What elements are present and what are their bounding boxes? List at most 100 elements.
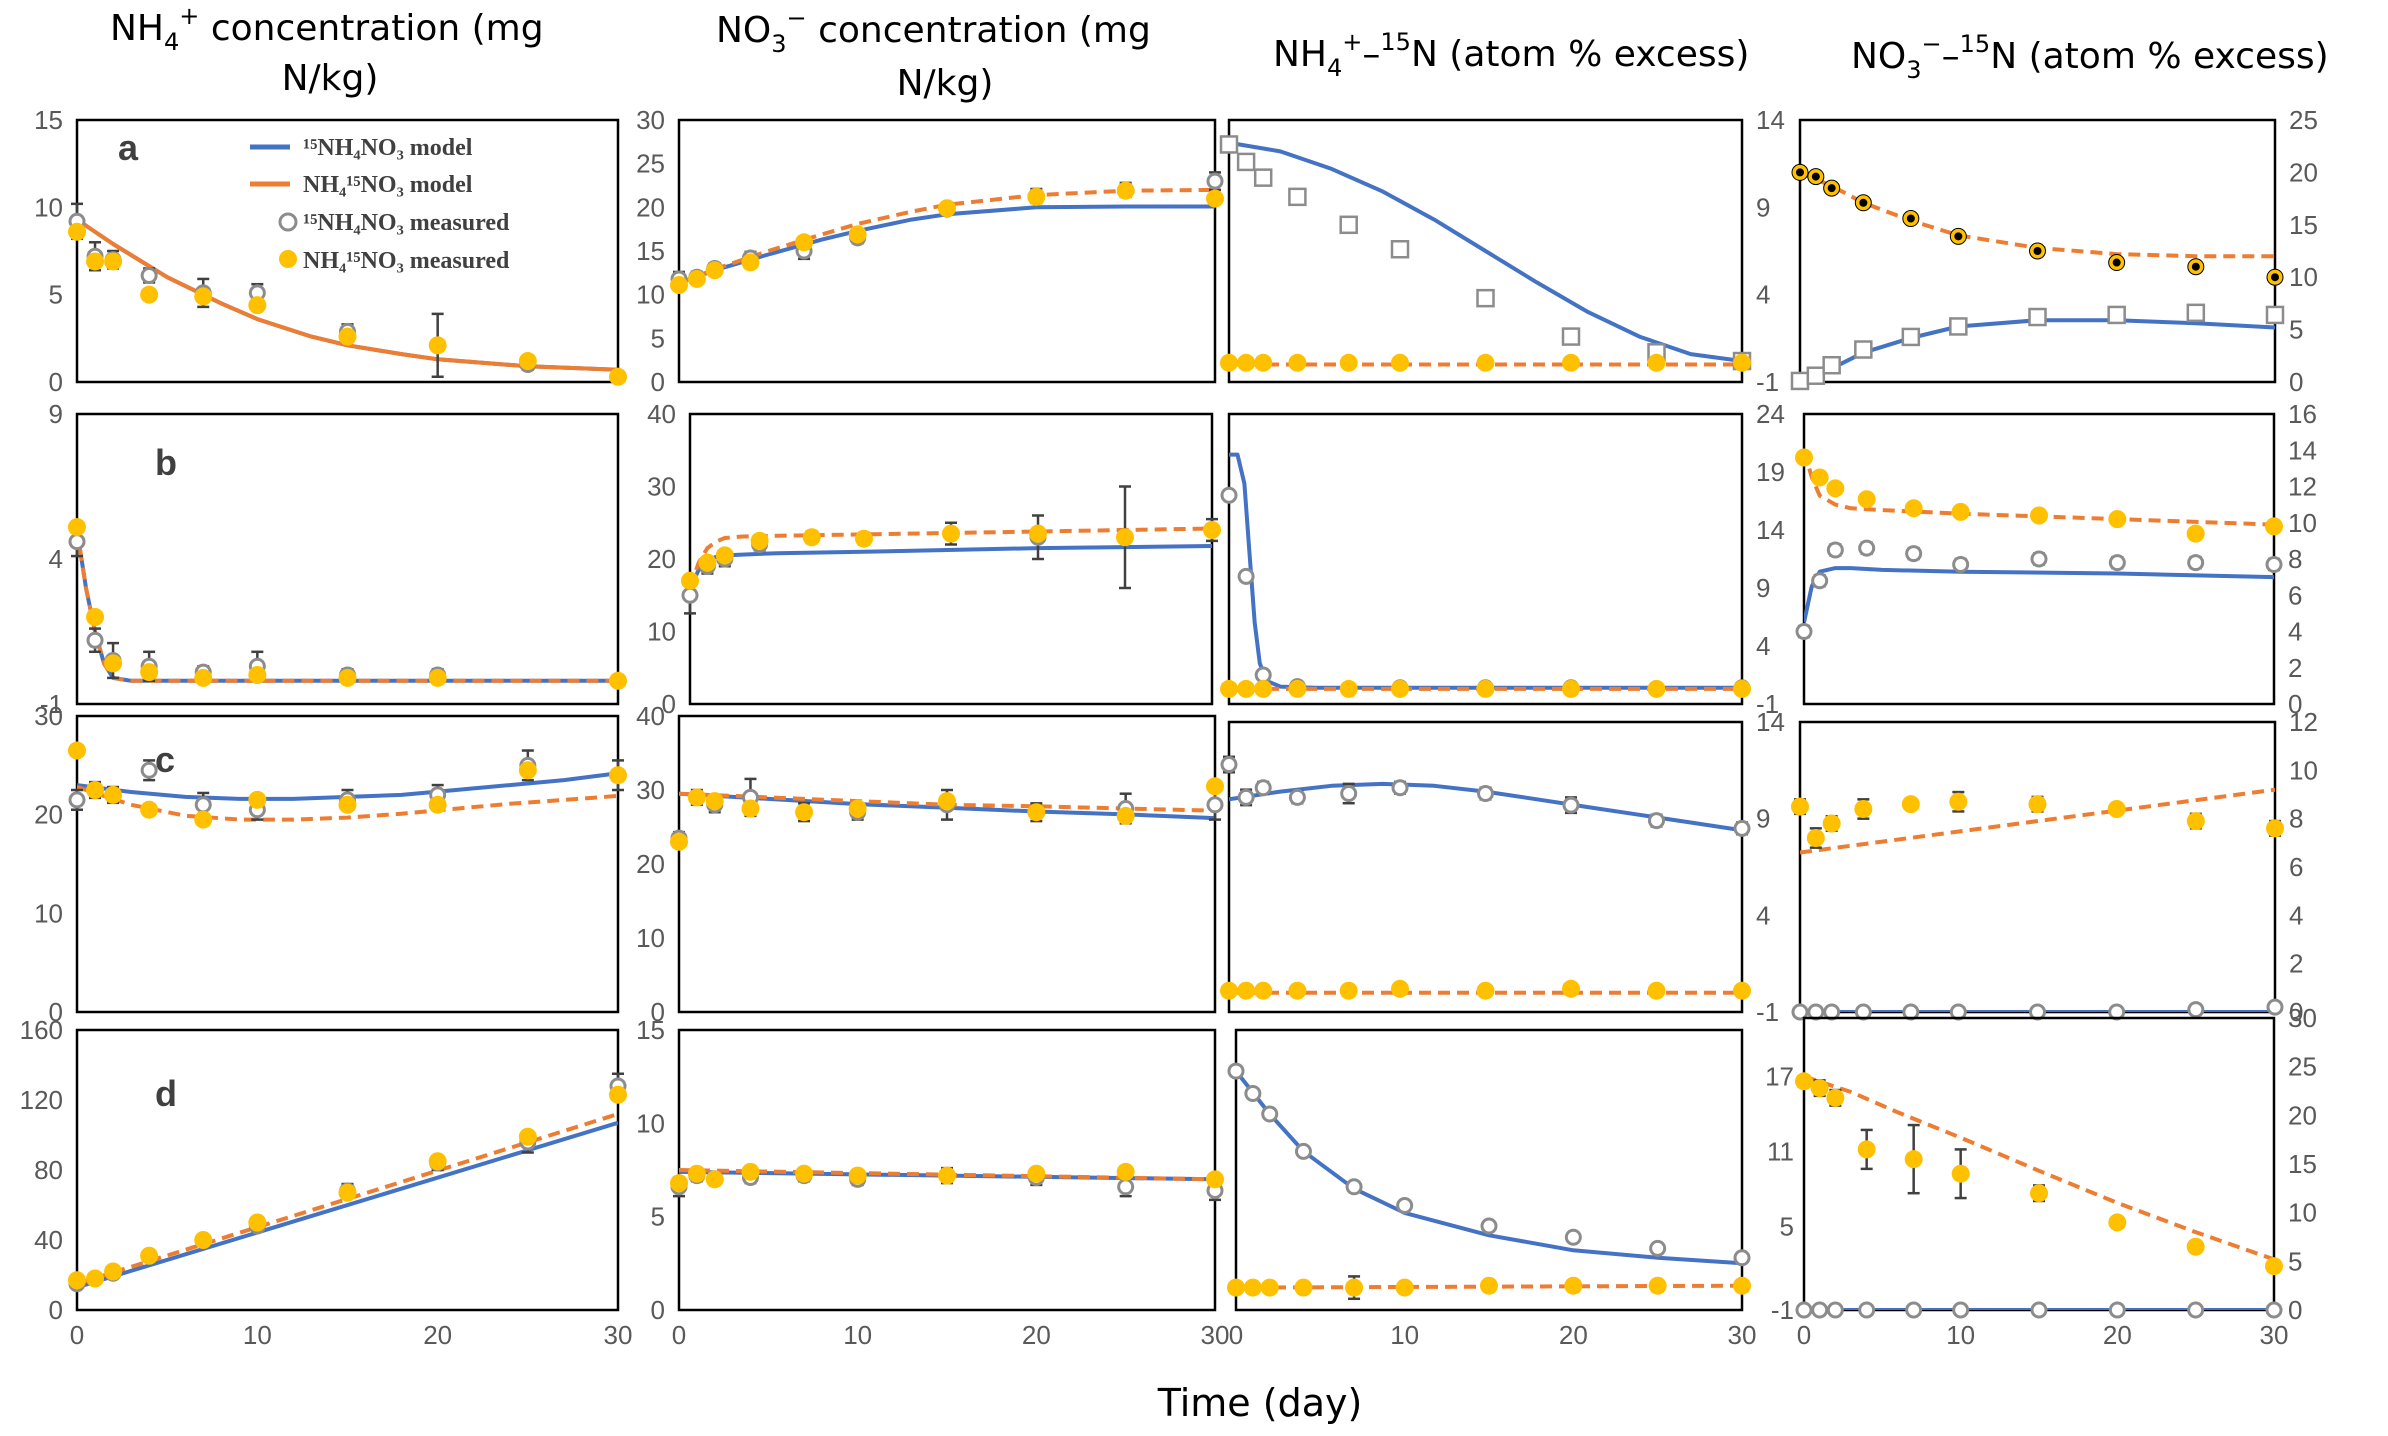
point-15no3-measured (1647, 353, 1666, 372)
point-15nh4-measured (681, 586, 699, 604)
point-15no3-measured (1562, 979, 1580, 998)
point-15nh4-measured (2187, 554, 2205, 572)
y-tick-label: 30 (636, 775, 665, 805)
point-15no3-measured (1288, 981, 1307, 1000)
point-15no3-measured (1476, 679, 1495, 698)
point-15no3-measured (609, 766, 627, 785)
point-15nh4-measured (1811, 1301, 1829, 1319)
y-tick-label: 10 (2288, 508, 2317, 538)
point-15no3-measured (938, 792, 956, 811)
point-15no3-measured (1806, 829, 1825, 847)
model-line-15nh4 (1229, 140, 1742, 363)
legend-filled-circle (279, 250, 297, 268)
y-tick-label: 14 (1756, 707, 1785, 737)
point-15no3-measured (670, 832, 688, 851)
point-15nh4-measured (140, 761, 158, 779)
point-15no3-measured (2265, 1257, 2283, 1276)
point-15no3-measured (2107, 800, 2126, 818)
panels: 051015a051015202530-149140510152025-149b… (20, 105, 2318, 1350)
point-15no3-measured (248, 790, 267, 809)
point-15no3-measured (1220, 679, 1238, 698)
point-15nh4-measured (68, 533, 86, 551)
y-tick-label: 6 (2289, 852, 2303, 882)
model-line-15no3 (1800, 170, 2275, 259)
y-tick-label: 20 (636, 192, 665, 222)
point-15nh4-measured (1949, 317, 1968, 336)
point-15no3-measured (1206, 777, 1224, 796)
point-15no3-measured (1254, 353, 1273, 372)
x-tick-label: 0 (1797, 1320, 1811, 1350)
panel-a-1: 0 5 10 15 a (34, 105, 627, 397)
point-15nh4-measured (1564, 1228, 1582, 1246)
point-15nh4-measured (1811, 572, 1829, 590)
y-tick-label: 30 (2288, 1003, 2317, 1033)
point-15no3-measured (1237, 981, 1256, 1000)
model-line-15nh4 (1229, 452, 1742, 690)
y-tick-label: 25 (2289, 105, 2318, 135)
point-15no3-measured (1949, 792, 1968, 811)
model-line-15nh4 (77, 529, 618, 683)
point-15nh4-measured (1254, 779, 1272, 797)
point-15no3-measured (140, 285, 159, 304)
point-15nh4-measured (2186, 303, 2206, 323)
y-tick-label: 20 (2289, 157, 2318, 187)
point-15no3-measured (428, 668, 447, 687)
point-15no3-measured (1254, 981, 1273, 1000)
point-15nh4-measured (1477, 785, 1494, 803)
point-15no3-measured (848, 225, 867, 244)
point-15no3-measured (2030, 506, 2048, 525)
y-tick-label: 10 (2289, 262, 2318, 292)
point-15no3-measured (1733, 981, 1751, 1000)
model-line-15nh4 (1804, 566, 2274, 623)
legend-label-3: ¹⁵NH₄NO₃ measured (303, 210, 510, 236)
plot-frame (1798, 720, 2277, 1014)
point-15no3-measured (1391, 353, 1409, 372)
y-tick-label: 14 (1756, 515, 1785, 545)
y-tick-label: 40 (647, 399, 676, 429)
point-15nh4-measured (1561, 327, 1581, 346)
plot-frame (1227, 412, 1744, 706)
point-15no3-measured (428, 795, 447, 814)
y-tick-label: 0 (662, 689, 676, 719)
point-15no3-measured (518, 1127, 537, 1146)
point-15nh4-measured (1790, 371, 1810, 391)
x-tick-label: 30 (604, 1320, 633, 1350)
point-15no3-measured (1288, 353, 1307, 372)
point-15no3-measured (687, 269, 706, 288)
point-15no3-measured (2108, 510, 2127, 529)
point-15nh4-measured (86, 631, 104, 649)
point-15no3-measured (1562, 679, 1580, 698)
point-15no3-measured (1027, 803, 1046, 822)
point-15nh4-measured (1254, 666, 1272, 684)
point-15no3-measured (1904, 1150, 1923, 1169)
y-tick-label: 14 (2288, 435, 2317, 465)
point-15nh4-measured (1733, 1249, 1751, 1267)
plot-frame (1227, 118, 1744, 384)
plot-frame (75, 1028, 620, 1312)
y-tick-label: 40 (636, 701, 665, 731)
point-15no3-measured (609, 671, 627, 690)
legend-label-1: ¹⁵NH₄NO₃ model (303, 135, 473, 161)
point-15nh4-measured (1345, 1178, 1363, 1196)
model-line-15no3 (679, 187, 1215, 286)
y-tick-label: 15 (34, 105, 63, 135)
panel-c-1: 0 10 20 30 c (34, 701, 627, 1027)
point-15no3-measured (1647, 981, 1666, 1000)
y-tick-label: 9 (49, 399, 63, 429)
point-15no3-measured (609, 1085, 627, 1104)
x-tick-label: 30 (1201, 1320, 1230, 1350)
point-15nh4-measured (1806, 366, 1826, 385)
panel-c-4: 0 2 4 6 8 10 12 (1791, 707, 2318, 1027)
y-tick-label: 0 (49, 1295, 63, 1325)
point-15no3-measured (140, 663, 159, 682)
point-15no3-measured (1243, 1278, 1262, 1297)
y-tick-label: 25 (636, 149, 665, 179)
point-15no3-measured-core (2191, 262, 2200, 271)
x-tick-label: 20 (1559, 1320, 1588, 1350)
plot-frame (688, 412, 1214, 706)
point-15no3-measured (104, 785, 123, 804)
plot-frame (75, 118, 620, 384)
point-15no3-measured (1564, 1276, 1583, 1295)
point-15no3-measured (1476, 353, 1495, 372)
point-15no3-measured (86, 781, 105, 799)
